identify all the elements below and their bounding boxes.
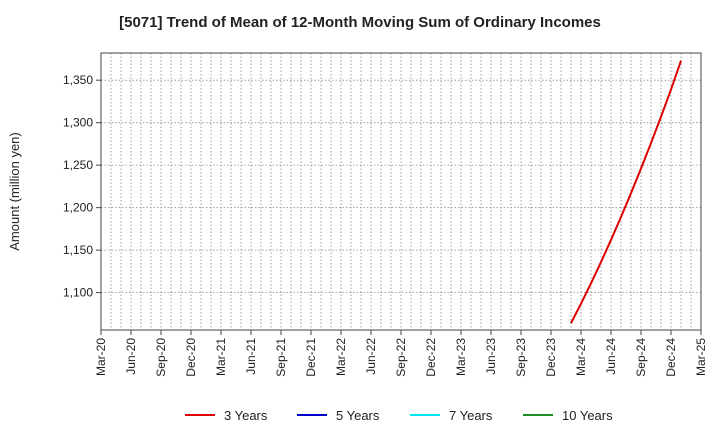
x-tick-label: Dec-22 [424, 338, 438, 377]
y-tick-label: 1,350 [63, 73, 93, 87]
x-tick-label: Dec-24 [664, 338, 678, 377]
legend-label: 5 Years [336, 408, 380, 423]
legend-label: 7 Years [449, 408, 493, 423]
legend-item: 3 Years [185, 408, 268, 423]
x-tick-label: Mar-25 [694, 338, 708, 376]
x-tick-label: Jun-24 [604, 338, 618, 375]
grid-layer [101, 53, 701, 330]
legend-item: 7 Years [410, 408, 493, 423]
x-tick-label: Jun-23 [484, 338, 498, 375]
x-tick-label: Mar-21 [214, 338, 228, 376]
legend: 3 Years 5 Years 7 Years 10 Years [185, 408, 613, 423]
x-tick-label: Jun-22 [364, 338, 378, 375]
legend-label: 3 Years [224, 408, 268, 423]
x-tick-label: Dec-23 [544, 338, 558, 377]
x-tick-label: Sep-22 [394, 338, 408, 377]
x-tick-label: Sep-23 [514, 338, 528, 377]
x-tick-label: Mar-24 [574, 338, 588, 376]
y-tick-label: 1,100 [63, 286, 93, 300]
chart-title: [5071] Trend of Mean of 12-Month Moving … [119, 14, 601, 31]
y-axis-title: Amount (million yen) [7, 132, 22, 251]
legend-label: 10 Years [562, 408, 613, 423]
x-tick-label: Dec-21 [304, 338, 318, 377]
x-tick-label: Jun-21 [244, 338, 258, 375]
x-tick-label: Sep-20 [154, 338, 168, 377]
x-tick-label: Mar-22 [334, 338, 348, 376]
x-tick-label: Sep-24 [634, 338, 648, 377]
x-tick-label: Sep-21 [274, 338, 288, 377]
x-tick-label: Mar-20 [94, 338, 108, 376]
legend-item: 10 Years [523, 408, 613, 423]
y-axis: 1,100 1,150 1,200 1,250 1,300 1,350 [63, 73, 101, 300]
x-tick-label: Dec-20 [184, 338, 198, 377]
series-layer [570, 60, 682, 324]
legend-item: 5 Years [297, 408, 380, 423]
x-tick-label: Mar-23 [454, 338, 468, 376]
x-tick-label: Jun-20 [124, 338, 138, 375]
series-line-3-years [570, 60, 682, 324]
x-axis: Mar-20 Jun-20 Sep-20 Dec-20 Mar-21 Jun-21 Sep-… [94, 330, 708, 377]
y-tick-label: 1,300 [63, 116, 93, 130]
y-tick-label: 1,200 [63, 201, 93, 215]
y-tick-label: 1,250 [63, 158, 93, 172]
y-tick-label: 1,150 [63, 243, 93, 257]
